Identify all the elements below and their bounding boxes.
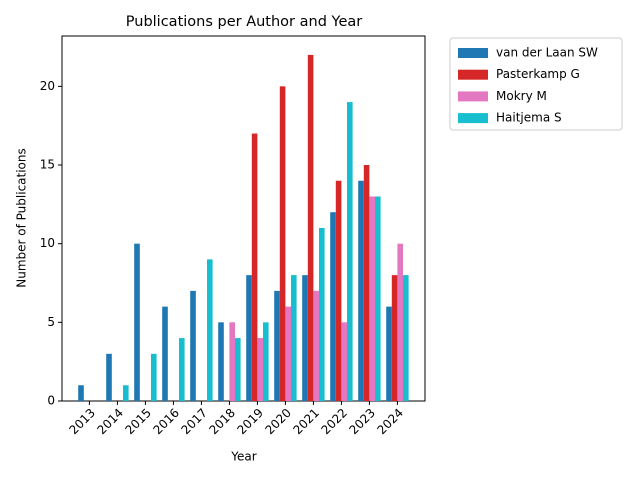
chart-title: Publications per Author and Year [126,14,362,30]
x-tick-label: 2013 [66,406,97,437]
bar [302,275,308,401]
bar [151,353,157,401]
x-tick-label: 2015 [122,406,153,437]
legend-swatch [458,69,488,80]
bar [246,275,252,401]
x-tick-label: 2014 [94,406,125,437]
bar [229,322,235,401]
bar [369,196,375,401]
bar [397,243,403,401]
bar [363,165,370,401]
legend-label: Haitjema S [496,111,562,125]
bar [207,259,213,401]
y-tick-label: 5 [47,315,55,329]
bar [106,353,112,401]
bar [313,290,319,401]
bar [190,290,196,401]
bar [285,306,291,401]
bar [341,322,347,401]
x-axis-label: Year [230,450,256,464]
bar [291,275,297,401]
bar [78,385,84,401]
x-tick-label: 2024 [374,406,405,437]
bar [279,86,286,402]
legend-swatch [458,48,488,58]
legend-label: Pasterkamp G [496,67,580,81]
bar [274,290,280,401]
bar [403,275,409,401]
bar [307,54,314,402]
x-tick-label: 2018 [206,406,237,437]
x-tick-label: 2023 [346,406,377,437]
y-tick-label: 0 [47,394,55,408]
bar [335,180,342,401]
legend-box [449,37,623,131]
bar [347,102,353,402]
bar [391,275,398,401]
y-axis-label: Number of Publications [15,148,29,288]
y-tick-label: 15 [40,158,55,172]
x-tick-label: 2016 [150,406,181,437]
x-tick-label: 2022 [318,406,349,437]
plot-frame [61,35,426,402]
bar [375,196,381,401]
x-tick-label: 2021 [290,406,321,437]
x-tick-label: 2020 [262,406,293,437]
bar [263,322,269,401]
bar [330,212,336,401]
legend-swatch [458,113,488,124]
bar [162,306,168,401]
bar [179,338,185,401]
bar [386,306,392,401]
y-tick-label: 20 [40,79,55,93]
bar [358,180,364,401]
bar [319,227,325,401]
bar [251,133,258,402]
bar [134,243,140,401]
bar [257,338,263,401]
x-tick-label: 2017 [178,406,209,437]
legend-label: Mokry M [496,89,547,103]
y-tick-label: 10 [40,236,55,250]
bar [218,322,224,401]
legend-label: van der Laan SW [496,46,598,60]
bar [123,385,129,401]
legend-swatch [458,91,488,102]
x-tick-label: 2019 [234,406,265,437]
bar [235,338,241,401]
